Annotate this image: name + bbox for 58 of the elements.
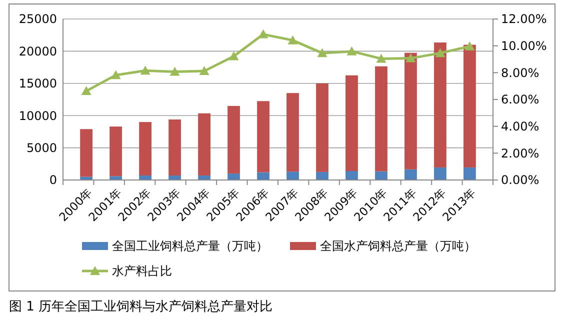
bar bbox=[228, 106, 240, 174]
bar bbox=[434, 42, 446, 168]
point bbox=[288, 35, 298, 44]
point bbox=[170, 66, 180, 76]
bar bbox=[464, 44, 476, 168]
bar bbox=[110, 126, 122, 176]
y2-tick-label: 6.00% bbox=[501, 92, 540, 107]
point bbox=[228, 51, 239, 60]
point bbox=[376, 54, 386, 63]
point bbox=[258, 29, 268, 38]
bar bbox=[346, 75, 358, 171]
bar bbox=[110, 176, 122, 180]
point bbox=[346, 46, 357, 56]
bar bbox=[198, 175, 210, 180]
bar bbox=[404, 52, 417, 170]
point bbox=[81, 86, 92, 96]
y2-tick-label: 0.00% bbox=[501, 173, 540, 188]
bar bbox=[316, 172, 328, 180]
legend-label: 水产料占比 bbox=[112, 264, 172, 278]
y-tick-label: 10000 bbox=[18, 108, 57, 123]
y-tick-label: 20000 bbox=[18, 44, 57, 58]
legend-label: 全国水产饲料总产量（万吨） bbox=[320, 239, 476, 254]
y-tick-label: 0 bbox=[49, 173, 57, 188]
point bbox=[317, 48, 328, 58]
y-tick-label: 5000 bbox=[26, 141, 57, 155]
point bbox=[110, 70, 121, 80]
bar bbox=[375, 66, 388, 172]
y2-tick-label: 2.00% bbox=[501, 146, 540, 160]
bar bbox=[139, 175, 152, 180]
y2-tick-label: 10.00% bbox=[501, 39, 547, 54]
point bbox=[406, 53, 416, 62]
bar bbox=[375, 171, 388, 180]
bar bbox=[464, 167, 476, 180]
bar bbox=[286, 172, 299, 180]
y-tick-label: 25000 bbox=[18, 12, 57, 26]
y2-tick-label: 12.00% bbox=[501, 12, 547, 26]
bar bbox=[404, 169, 417, 180]
y2-tick-label: 4.00% bbox=[501, 120, 540, 134]
caption: 图 1 历年全国工业饲料与水产饲料总产量对比 bbox=[9, 300, 273, 315]
y2-tick-label: 8.00% bbox=[501, 66, 540, 80]
bar bbox=[168, 175, 181, 180]
point bbox=[464, 41, 475, 50]
bar bbox=[257, 101, 270, 172]
bar bbox=[257, 172, 270, 180]
legend-label: 全国工业饲料总产量（万吨） bbox=[112, 239, 268, 254]
bar bbox=[228, 174, 240, 180]
bar bbox=[80, 129, 92, 177]
point bbox=[199, 66, 210, 76]
bar bbox=[286, 93, 299, 172]
bar bbox=[316, 83, 328, 172]
point bbox=[435, 48, 446, 58]
bar bbox=[198, 113, 210, 176]
bar bbox=[434, 167, 446, 180]
bar bbox=[139, 122, 152, 176]
bar bbox=[168, 119, 181, 176]
point bbox=[140, 66, 150, 75]
bar bbox=[346, 170, 358, 180]
y-tick-label: 15000 bbox=[18, 76, 57, 91]
